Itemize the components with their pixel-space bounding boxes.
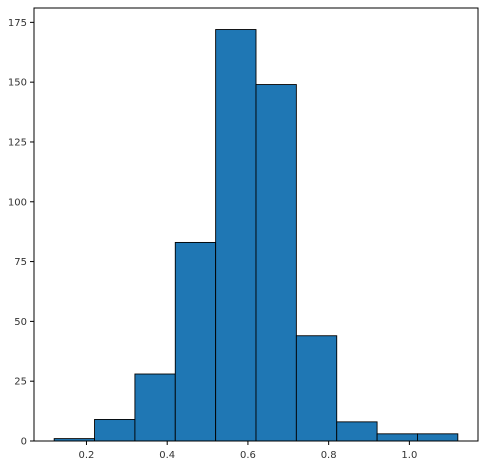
y-tick-label-7: 175 <box>8 18 27 29</box>
bars-layer <box>53 29 459 442</box>
y-tick-label-2: 50 <box>14 317 27 328</box>
x-axis: 0.2 0.4 0.6 0.8 1.0 <box>79 441 417 461</box>
histogram-bar-7 <box>336 421 378 442</box>
x-tick-label-2: 0.6 <box>240 450 256 461</box>
y-axis: 0 25 50 75 100 125 150 175 <box>8 18 34 448</box>
x-tick-label-1: 0.4 <box>159 450 175 461</box>
x-tick-label-3: 0.8 <box>321 450 337 461</box>
histogram-bar-5 <box>255 84 297 442</box>
histogram-bar-4 <box>215 29 257 442</box>
y-tick-label-6: 150 <box>8 78 27 89</box>
x-tick-label-0: 0.2 <box>79 450 95 461</box>
histogram-bar-8 <box>376 433 418 442</box>
y-tick-label-0: 0 <box>21 437 27 448</box>
histogram-bar-9 <box>417 433 459 442</box>
histogram-bar-2 <box>134 373 176 442</box>
histogram-bar-6 <box>295 335 338 442</box>
histogram-bar-3 <box>174 241 217 442</box>
y-tick-label-5: 125 <box>8 137 27 148</box>
plot-frame <box>33 7 479 442</box>
y-tick-label-4: 100 <box>8 197 27 208</box>
y-tick-label-3: 75 <box>14 257 27 268</box>
y-tick-label-1: 25 <box>14 377 27 388</box>
x-tick-label-4: 1.0 <box>401 450 417 461</box>
histogram-bar-1 <box>94 419 136 442</box>
